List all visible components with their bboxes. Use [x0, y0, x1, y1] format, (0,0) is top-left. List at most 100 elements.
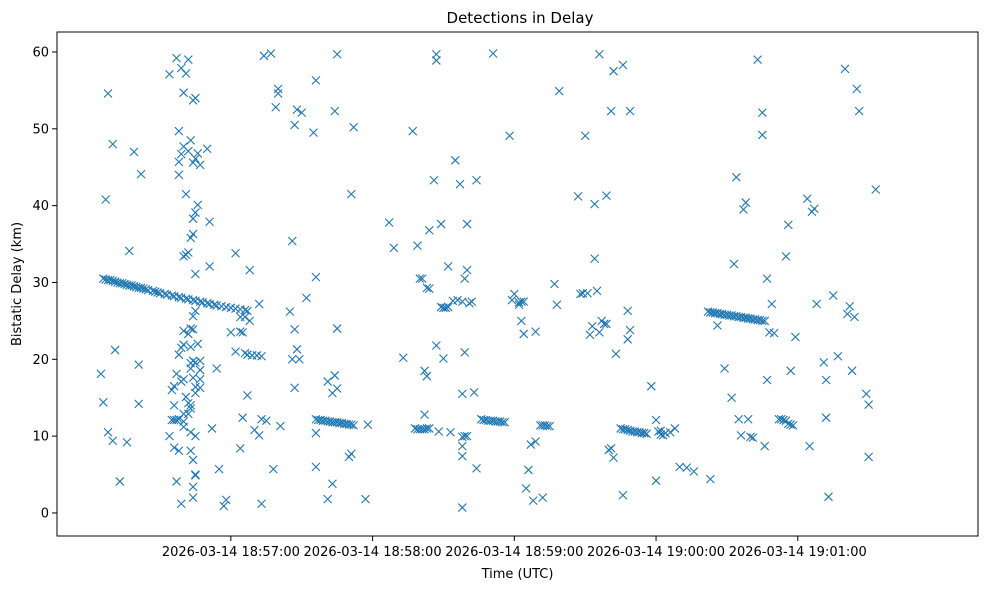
data-point — [179, 326, 188, 336]
data-point — [462, 431, 472, 441]
data-point — [602, 191, 611, 201]
data-point — [191, 154, 200, 164]
data-point — [431, 341, 441, 350]
data-point — [349, 122, 359, 132]
data-point — [753, 55, 763, 65]
data-point — [786, 420, 796, 429]
data-point — [609, 66, 618, 76]
data-point — [731, 172, 741, 182]
data-point — [231, 248, 240, 258]
data-point — [259, 51, 269, 61]
data-point — [165, 69, 174, 79]
y-tick-label: 0 — [41, 506, 49, 521]
data-point — [243, 391, 252, 400]
data-point — [167, 291, 177, 300]
data-point — [188, 311, 198, 321]
data-point — [238, 413, 248, 423]
data-point — [824, 492, 833, 502]
data-point — [311, 76, 321, 85]
data-point — [748, 433, 758, 443]
data-point — [760, 316, 770, 326]
data-point — [821, 413, 831, 423]
data-point — [611, 349, 621, 359]
data-point — [625, 106, 635, 116]
data-point — [214, 464, 224, 474]
data-point — [209, 300, 219, 310]
data-point — [257, 351, 266, 361]
data-point — [257, 499, 266, 509]
data-point — [188, 455, 198, 465]
data-point — [186, 404, 196, 413]
data-point — [498, 417, 507, 427]
data-point — [746, 432, 755, 442]
data-point — [455, 179, 465, 189]
data-point — [124, 246, 134, 256]
data-point — [188, 324, 198, 334]
data-point — [776, 414, 786, 424]
y-axis-label: Bistatic Delay (km) — [10, 222, 25, 346]
data-point — [760, 441, 770, 451]
data-point — [675, 462, 685, 472]
data-point — [802, 194, 812, 204]
data-point — [665, 427, 675, 437]
data-point — [762, 375, 772, 385]
data-point — [294, 354, 304, 364]
data-point — [420, 410, 429, 419]
data-point — [245, 316, 255, 326]
data-point — [398, 353, 408, 363]
data-point — [188, 229, 198, 239]
data-point — [290, 324, 300, 334]
data-point — [590, 254, 600, 264]
data-point — [651, 476, 661, 486]
data-point — [462, 219, 472, 229]
data-point — [531, 327, 540, 337]
data-point — [850, 312, 859, 322]
data-point — [297, 108, 307, 118]
data-point — [594, 49, 604, 59]
data-point — [528, 496, 538, 506]
plot-area — [56, 31, 979, 537]
data-point — [346, 420, 356, 429]
data-point — [467, 297, 477, 307]
data-point — [245, 265, 255, 275]
data-point — [195, 297, 205, 307]
data-point — [519, 297, 529, 307]
x-tick-label: 2026-03-14 18:58:00 — [304, 545, 442, 560]
data-point — [554, 86, 564, 96]
data-point — [424, 225, 434, 235]
data-point — [417, 274, 427, 284]
data-point — [736, 430, 746, 440]
data-point — [328, 479, 337, 489]
data-point — [734, 414, 744, 424]
data-point — [221, 495, 231, 505]
data-point — [618, 490, 628, 500]
axes-frame — [56, 31, 979, 537]
data-point — [609, 453, 618, 463]
data-point — [384, 218, 394, 227]
points-layer — [96, 49, 881, 512]
data-point — [689, 467, 699, 476]
y-tick-label: 10 — [32, 430, 49, 445]
data-point — [273, 89, 283, 98]
data-point — [864, 400, 874, 410]
data-point — [469, 387, 479, 397]
data-point — [261, 416, 271, 426]
data-point — [160, 289, 170, 299]
data-point — [292, 344, 302, 354]
data-point — [179, 422, 188, 432]
data-point — [235, 327, 245, 337]
data-point — [108, 139, 118, 149]
data-point — [602, 319, 611, 329]
data-point — [136, 169, 146, 179]
data-point — [786, 366, 796, 376]
data-point — [443, 261, 453, 271]
data-point — [472, 175, 481, 185]
data-point — [457, 441, 467, 451]
data-point — [287, 354, 297, 364]
data-point — [110, 345, 120, 355]
data-point — [309, 128, 318, 138]
x-tick-label: 2026-03-14 19:00:00 — [587, 545, 725, 560]
data-point — [625, 325, 635, 335]
data-point — [505, 131, 514, 141]
